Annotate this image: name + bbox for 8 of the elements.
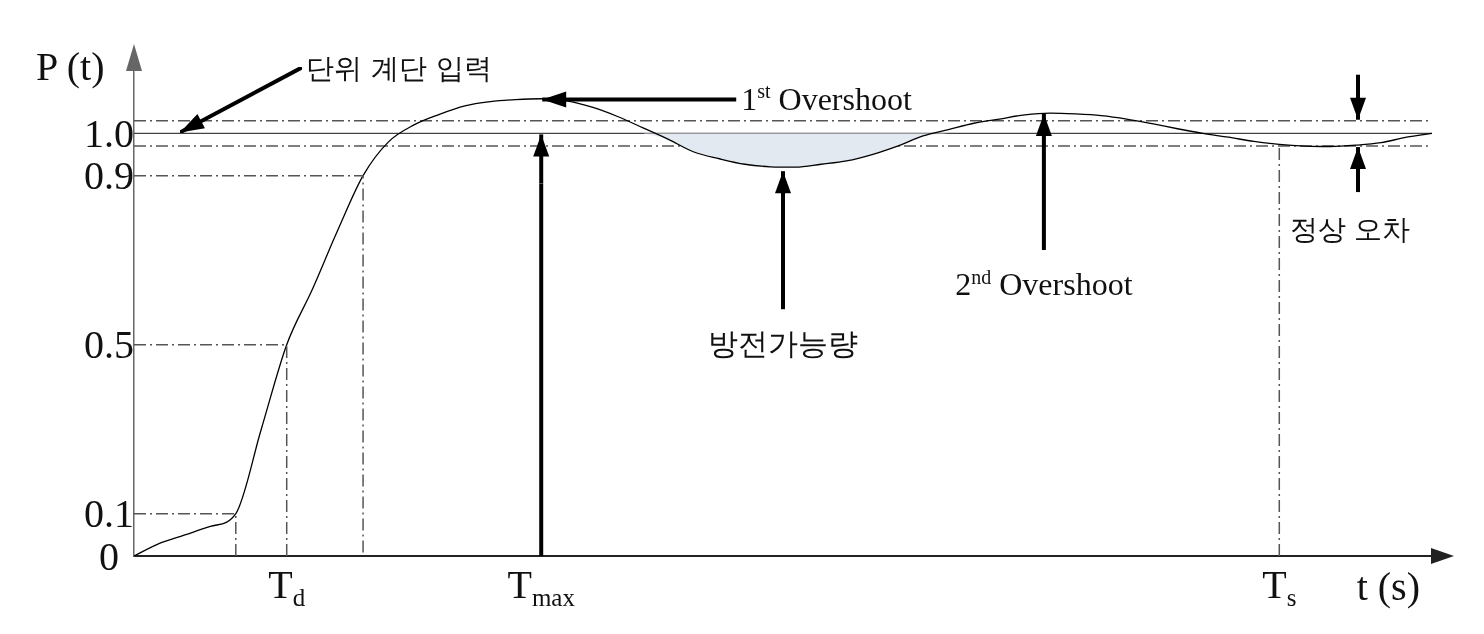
y-tick-label: 0.5 xyxy=(84,322,134,368)
x-axis-title: t (s) xyxy=(1356,564,1421,609)
annotation: 정상 오차 xyxy=(1289,213,1411,247)
y-tick-label: 0.9 xyxy=(84,153,134,199)
annotation: 방전가능량 xyxy=(708,326,858,362)
series-label: 단위 계단 입력 xyxy=(306,52,492,86)
y-tick-label: 1.0 xyxy=(84,110,134,156)
y-axis-title: P (t) xyxy=(36,44,105,89)
